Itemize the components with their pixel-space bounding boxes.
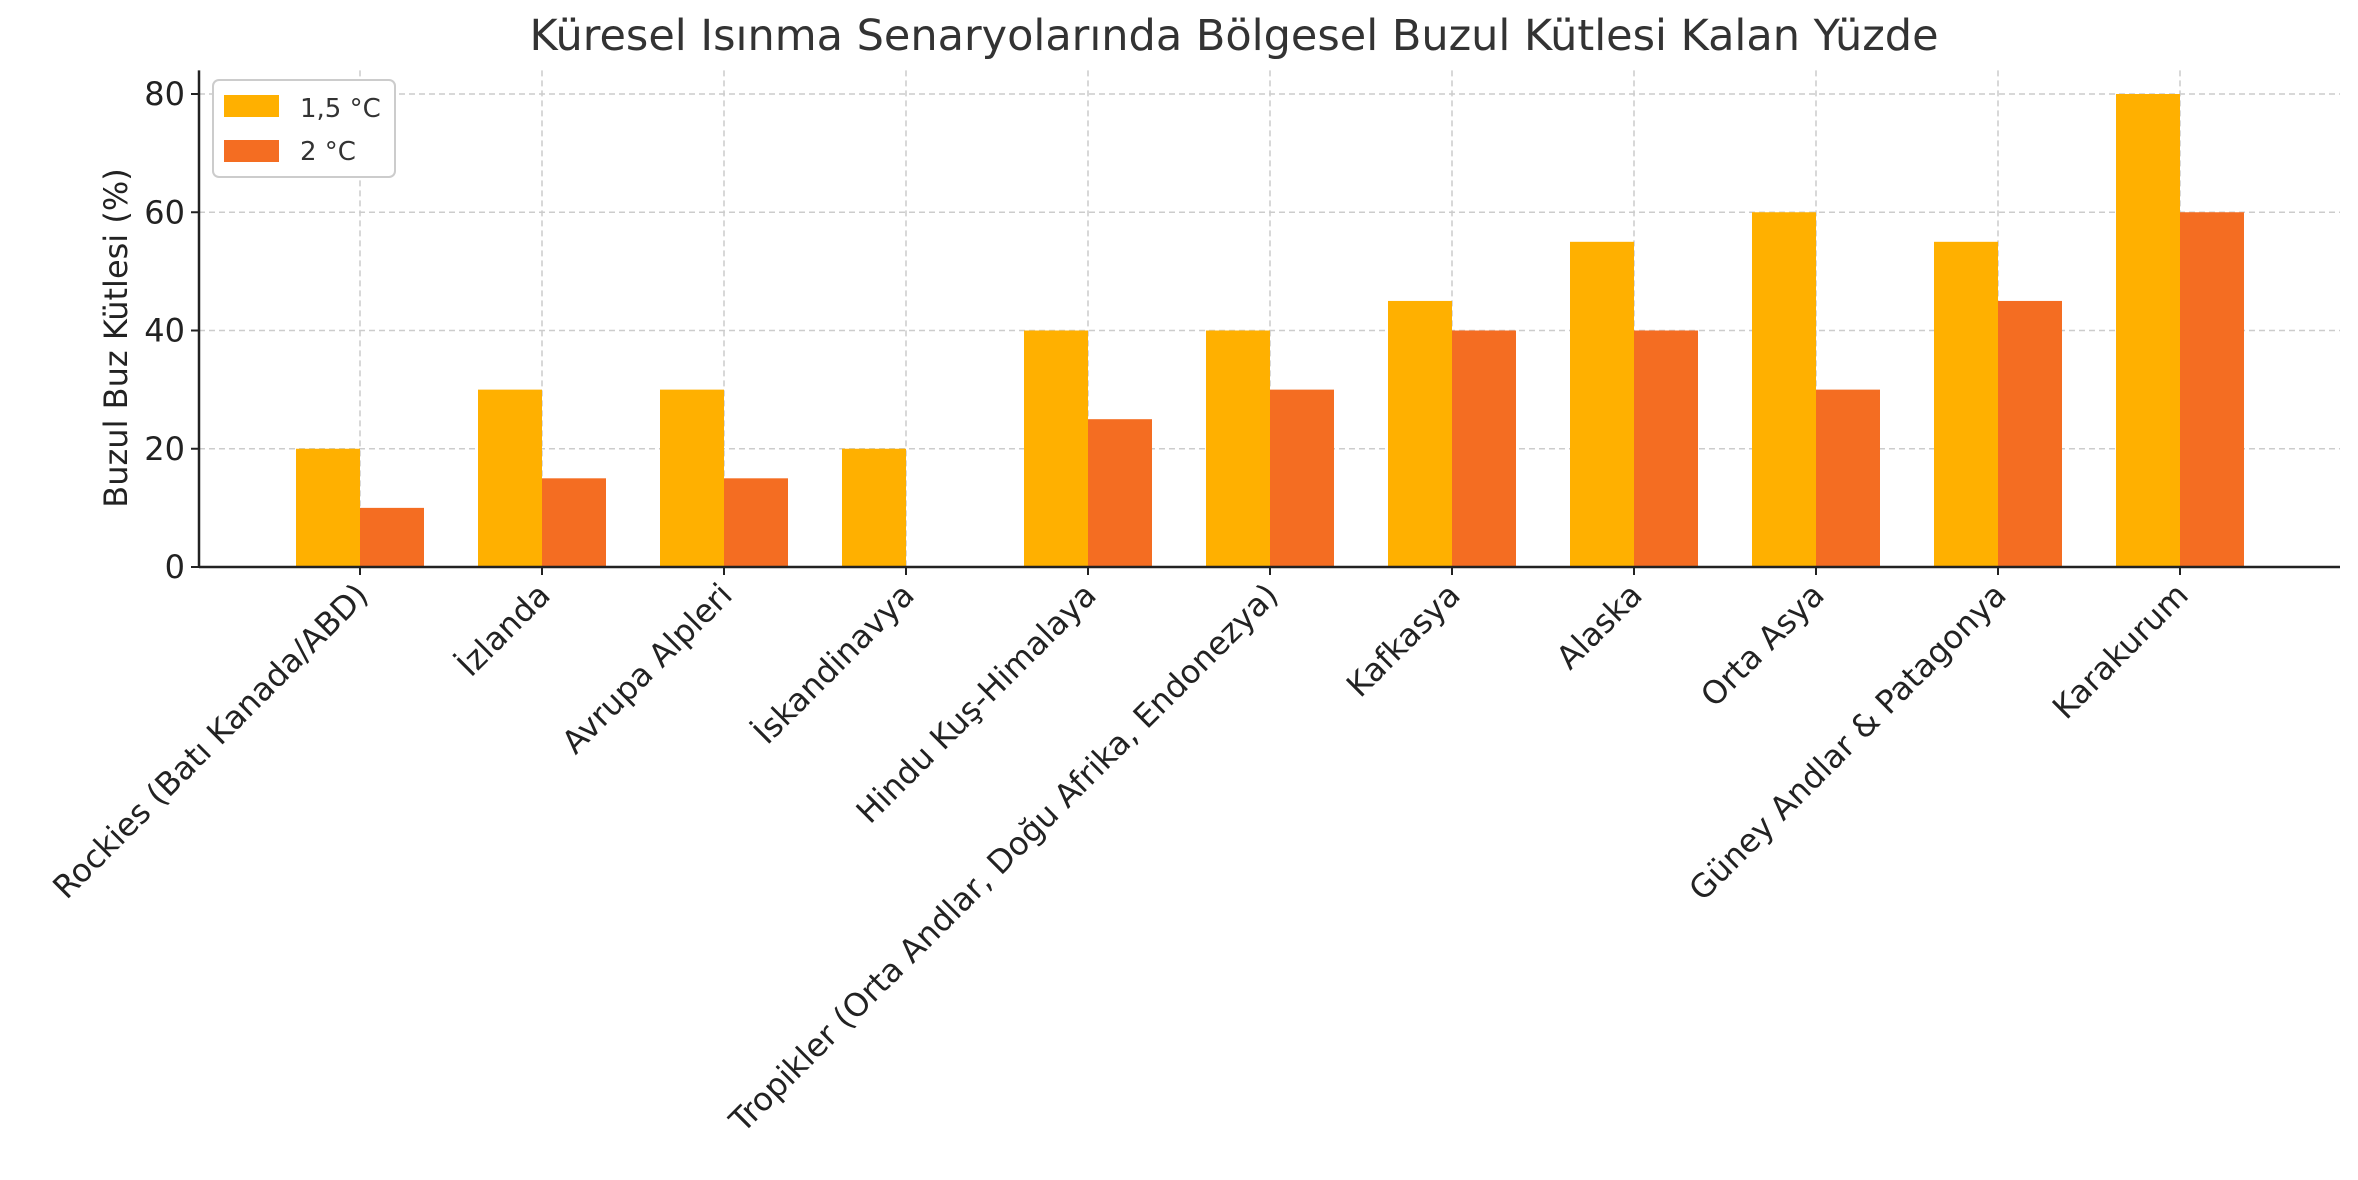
y-tick-label: 20 bbox=[144, 430, 185, 468]
x-tick-label: Kafkasya bbox=[1339, 576, 1468, 705]
bar-2c bbox=[1270, 389, 1334, 567]
x-tick-label: Karakurum bbox=[2045, 576, 2196, 727]
bars bbox=[296, 94, 2244, 567]
bar-2c bbox=[1634, 330, 1698, 567]
bar-1-5c bbox=[660, 389, 724, 567]
bar-1-5c bbox=[1024, 330, 1088, 567]
legend: 1,5 °C 2 °C bbox=[212, 79, 396, 178]
legend-label-1-5c: 1,5 °C bbox=[300, 94, 381, 124]
bar-1-5c bbox=[1934, 241, 1998, 567]
x-tick-label: İskandinavya bbox=[746, 576, 922, 752]
bar-2c bbox=[1088, 419, 1152, 567]
bar-1-5c bbox=[1752, 212, 1816, 567]
y-tick-label: 0 bbox=[165, 548, 185, 586]
bar-1-5c bbox=[842, 448, 906, 567]
legend-label-2c: 2 °C bbox=[300, 137, 356, 167]
x-tick-label: Alaska bbox=[1549, 576, 1650, 677]
y-ticks: 0 20 40 60 80 bbox=[144, 75, 199, 586]
x-tick-label: Rockies (Batı Kanada/ABD) bbox=[45, 576, 375, 906]
bar-1-5c bbox=[1206, 330, 1270, 567]
bar-2c bbox=[1452, 330, 1516, 567]
bar-1-5c bbox=[2116, 94, 2180, 567]
legend-swatch-2c bbox=[224, 140, 279, 162]
bar-2c bbox=[542, 478, 606, 567]
legend-swatch-1-5c bbox=[224, 95, 279, 117]
bar-2c bbox=[360, 507, 424, 567]
y-axis-label: Buzul Buz Kütlesi (%) bbox=[97, 168, 135, 507]
x-tick-label: İzlanda bbox=[450, 576, 558, 684]
bar-1-5c bbox=[478, 389, 542, 567]
bar-1-5c bbox=[1570, 241, 1634, 567]
bar-2c bbox=[1816, 389, 1880, 567]
y-tick-label: 80 bbox=[144, 75, 185, 113]
bar-2c bbox=[1998, 300, 2062, 567]
bar-2c bbox=[2180, 212, 2244, 567]
x-tick-label: Avrupa Alpleri bbox=[554, 576, 739, 761]
x-tick-label: Orta Asya bbox=[1693, 576, 1831, 714]
y-tick-label: 60 bbox=[144, 193, 185, 231]
y-tick-label: 40 bbox=[144, 312, 185, 350]
bar-2c bbox=[724, 478, 788, 567]
x-tick-label: Güney Andlar & Patagonya bbox=[1681, 576, 2013, 908]
bar-1-5c bbox=[296, 448, 360, 567]
chart-title: Küresel Isınma Senaryolarında Bölgesel B… bbox=[529, 11, 1938, 61]
bar-1-5c bbox=[1388, 300, 1452, 567]
